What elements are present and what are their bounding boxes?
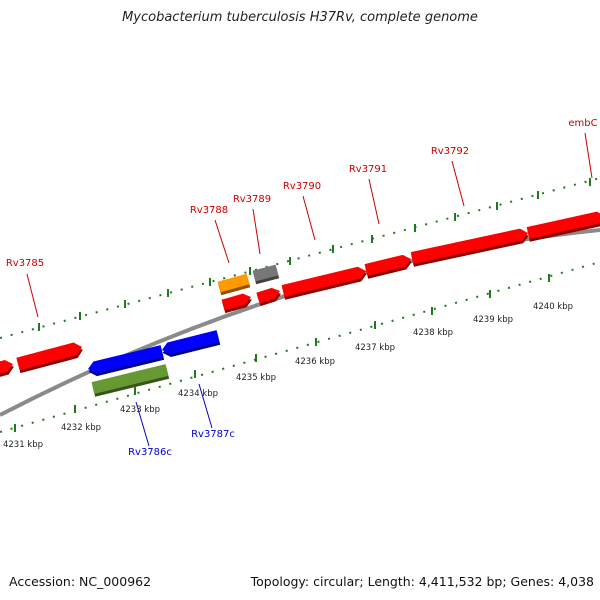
gene-rv3789-cds[interactable] <box>256 286 282 307</box>
footer-genome-info: Topology: circular; Length: 4,411,532 bp… <box>250 574 594 589</box>
gene-rv3791[interactable] <box>364 253 414 279</box>
leader-line-reverse <box>135 401 150 447</box>
gene-embc-body <box>526 211 600 239</box>
gene-rv3792-body <box>410 228 529 264</box>
leader-line-reverse <box>198 383 213 429</box>
gene-label-rv3787c[interactable]: Rv3787c <box>191 429 235 440</box>
gene-rv3787c[interactable] <box>161 330 221 359</box>
gene-rv3788-cds-body <box>221 293 251 311</box>
gene-label-rv3792[interactable]: Rv3792 <box>431 146 469 157</box>
gene-rv3786c[interactable] <box>91 364 170 397</box>
kbp-label: 4232 kbp <box>61 423 101 433</box>
gene-rv3788-cds[interactable] <box>221 292 253 314</box>
gene-label-rv3785[interactable]: Rv3785 <box>6 258 44 269</box>
gene-rv3792[interactable] <box>410 227 530 267</box>
gene-rv3790-body <box>281 266 367 297</box>
forward-gene-0-body <box>0 360 13 379</box>
gene-label-rv3789[interactable]: Rv3789 <box>233 194 271 205</box>
gene-embc[interactable] <box>526 210 600 242</box>
gene-label-rv3786c[interactable]: Rv3786c <box>128 447 172 458</box>
gene-features <box>0 210 600 397</box>
map-title: Mycobacterium tuberculosis H37Rv, comple… <box>122 10 478 25</box>
footer-accession: Accession: NC_000962 <box>9 574 152 589</box>
kbp-label: 4234 kbp <box>178 389 218 399</box>
forward-tick-track <box>0 177 600 339</box>
gene-label-rv3788[interactable]: Rv3788 <box>190 205 228 216</box>
leader-line-forward <box>26 273 39 318</box>
gene-label-rv3790[interactable]: Rv3790 <box>283 181 321 192</box>
gene-labels: Rv3785 Rv3788 Rv3789 Rv3790 Rv3791 Rv3792 embC… <box>6 118 598 458</box>
gene-rv3790[interactable] <box>281 265 369 300</box>
gene-label-embc[interactable]: embC <box>568 118 597 129</box>
kbp-label: 4239 kbp <box>473 315 513 325</box>
kbp-label: 4233 kbp <box>120 405 160 415</box>
gene-rv3789[interactable] <box>252 264 280 285</box>
kbp-scale-labels: 4231 kbp 4232 kbp 4233 kbp 4234 kbp 4235 kbp… <box>3 302 573 450</box>
label-leader-lines <box>26 132 593 447</box>
leader-line-forward <box>368 178 380 225</box>
gene-rv3789-cds-body <box>256 287 280 304</box>
gene-rv3788[interactable] <box>217 273 251 296</box>
forward-gene-rv3785-region-body <box>16 342 82 371</box>
kbp-label: 4238 kbp <box>413 328 453 338</box>
leader-line-forward <box>302 195 316 241</box>
kbp-label: 4231 kbp <box>3 440 43 450</box>
gene-rv3786c-upper-body <box>88 345 164 374</box>
gene-rv3786c-upper[interactable] <box>87 345 165 378</box>
gene-label-rv3791[interactable]: Rv3791 <box>349 164 387 175</box>
gene-rv3787c-body <box>162 330 220 355</box>
forward-gene-rv3785-region[interactable] <box>16 341 84 374</box>
kbp-label: 4237 kbp <box>355 343 395 353</box>
kbp-label: 4240 kbp <box>533 302 573 312</box>
leader-line-forward <box>584 132 593 179</box>
leader-line-forward <box>252 208 261 255</box>
kbp-label: 4236 kbp <box>295 357 335 367</box>
gene-rv3788-body <box>217 273 250 293</box>
gene-rv3789-body <box>252 264 279 282</box>
major-ticks <box>14 178 591 432</box>
gene-rv3786c-body <box>91 364 169 394</box>
leader-line-forward <box>451 160 465 207</box>
kbp-label: 4235 kbp <box>236 373 276 383</box>
leader-line-forward <box>214 219 230 264</box>
gene-rv3791-body <box>364 254 412 276</box>
forward-gene-0[interactable] <box>0 358 15 382</box>
